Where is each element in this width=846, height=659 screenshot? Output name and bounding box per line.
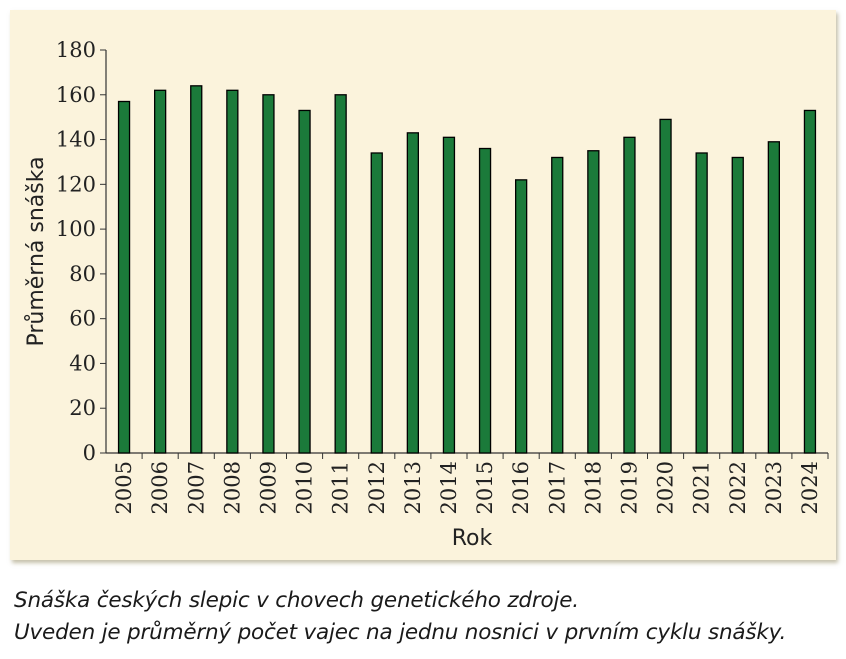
x-tick-label: 2021 [690, 461, 714, 514]
bar-2013 [406, 132, 420, 454]
bar-2015 [478, 147, 492, 454]
bar-2022 [731, 156, 744, 454]
x-tick-label: 2014 [437, 461, 461, 514]
y-tick-label: 140 [56, 128, 96, 152]
y-tick-label: 160 [56, 83, 96, 107]
bar-2020 [659, 118, 672, 454]
bar-2008 [226, 89, 239, 454]
x-tick-label: 2015 [473, 461, 497, 514]
y-tick-label: 120 [56, 172, 96, 196]
bar-2023 [767, 141, 780, 454]
x-tick-label: 2024 [798, 461, 822, 514]
x-tick-label: 2012 [365, 461, 389, 514]
bar-2016 [514, 179, 528, 454]
caption-line-2: Uveden je průměrný počet vajec na jednu … [14, 620, 787, 645]
bar-2012 [370, 152, 383, 454]
x-tick-label: 2020 [654, 461, 678, 514]
bar-2024 [803, 109, 817, 454]
x-tick-label: 2016 [509, 461, 533, 514]
y-tick-label: 180 [56, 38, 96, 62]
x-tick-label: 2007 [184, 461, 208, 514]
figure-caption: Snáška českých slepic v chovech genetick… [14, 585, 834, 649]
bar-2018 [587, 150, 600, 454]
x-tick-label: 2019 [617, 461, 641, 514]
x-tick-label: 2006 [148, 461, 172, 514]
chart-panel: 0 20 40 60 80 100 120 140 160 180 2005 2006 2007 200… [10, 10, 836, 560]
x-tick-label: 2017 [545, 461, 569, 514]
y-axis-title: Průměrná snáška [24, 156, 49, 346]
x-tick-label: 2005 [112, 461, 136, 514]
bar-2014 [442, 136, 456, 454]
x-tick-label: 2013 [401, 461, 425, 514]
bar-2007 [190, 85, 203, 454]
bar-2009 [262, 94, 275, 454]
y-tick-label: 60 [69, 307, 96, 331]
bar-2021 [695, 152, 708, 454]
x-tick-label: 2011 [329, 461, 353, 514]
y-tick-label: 20 [69, 396, 96, 420]
y-tick-label: 40 [69, 351, 96, 375]
x-tick-label: 2018 [581, 461, 605, 514]
bar-2011 [334, 94, 347, 454]
x-tick-label: 2009 [256, 461, 280, 514]
bar-2019 [623, 136, 636, 454]
x-tick-label: 2010 [293, 461, 317, 514]
y-tick-label: 0 [83, 441, 96, 465]
caption-line-1: Snáška českých slepic v chovech genetick… [14, 588, 579, 613]
x-tick-label: 2008 [220, 461, 244, 514]
bar-2017 [551, 156, 564, 454]
bar-2010 [298, 109, 311, 454]
bar-2005 [117, 100, 131, 454]
y-tick-labels: 0 20 40 60 80 100 120 140 160 180 [56, 38, 96, 465]
x-tick-label: 2023 [762, 461, 786, 514]
y-tick-label: 100 [56, 217, 96, 241]
y-tick-label: 80 [69, 262, 96, 286]
bars [117, 85, 817, 454]
x-tick-labels: 2005 2006 2007 2008 2009 2010 2011 2012 2013 2014… [112, 461, 822, 514]
x-axis-title: Rok [452, 526, 493, 551]
axes [100, 49, 829, 459]
bar-2006 [153, 89, 167, 454]
x-tick-label: 2022 [726, 461, 750, 514]
